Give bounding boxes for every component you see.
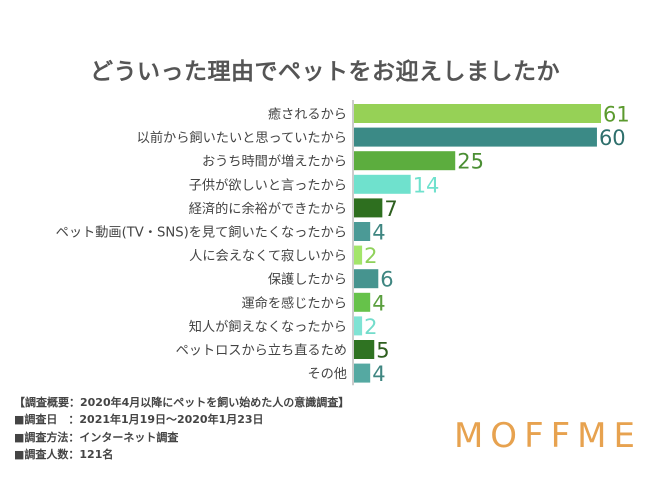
category-label: おうち時間が増えたから bbox=[202, 154, 347, 170]
value-label: 4 bbox=[372, 362, 385, 386]
value-label: 2 bbox=[364, 315, 377, 339]
survey-count: ■調査人数：121名 bbox=[14, 448, 114, 462]
category-label: 癒されるから bbox=[268, 107, 347, 123]
bar bbox=[354, 340, 375, 359]
category-label: 知人が飼えなくなったから bbox=[189, 318, 347, 335]
bar bbox=[354, 174, 411, 194]
category-label: 子供が欲しいと言ったから bbox=[189, 177, 347, 193]
bar bbox=[354, 198, 383, 218]
category-label: ペットロスから立ち直るため bbox=[176, 343, 347, 359]
value-label: 14 bbox=[413, 173, 440, 197]
bar bbox=[354, 151, 456, 171]
chart-title: どういった理由でペットをお迎えしましたか bbox=[90, 59, 560, 85]
bar bbox=[354, 104, 601, 123]
category-label: 以前から飼いたいと思っていたから bbox=[137, 129, 347, 146]
brand-logo: MOFFME bbox=[453, 416, 642, 456]
survey-info: 【調査概要：2020年4月以降にペットを飼い始めた人の意識調査】 ■調査日 ：2… bbox=[14, 394, 349, 464]
value-label: 25 bbox=[457, 150, 484, 174]
category-label: 保護したから bbox=[268, 272, 347, 288]
category-label: ペット動画(TV・SNS)を見て飼いたくなったから bbox=[56, 225, 347, 241]
category-label: 運命を感じたから bbox=[242, 294, 348, 311]
value-label: 6 bbox=[380, 268, 393, 292]
value-label: 2 bbox=[364, 244, 377, 268]
bar bbox=[354, 292, 371, 312]
value-label: 7 bbox=[384, 197, 397, 221]
category-label: その他 bbox=[307, 366, 347, 382]
value-label: 60 bbox=[599, 126, 626, 150]
category-label: 人に会えなくて寂しいから bbox=[189, 248, 347, 264]
value-label: 4 bbox=[372, 291, 385, 315]
survey-date: ■調査日 ：2021年1月19日〜2020年1月23日 bbox=[14, 413, 264, 427]
value-label: 61 bbox=[603, 103, 630, 127]
value-label: 5 bbox=[376, 339, 389, 363]
survey-summary: 【調査概要：2020年4月以降にペットを飼い始めた人の意識調査】 bbox=[14, 396, 350, 409]
bar bbox=[354, 269, 379, 289]
bar bbox=[354, 127, 597, 147]
bar bbox=[354, 316, 363, 336]
bar bbox=[354, 222, 371, 241]
bar bbox=[354, 245, 363, 265]
value-label: 4 bbox=[372, 221, 385, 245]
survey-method: ■調査方法：インターネット調査 bbox=[14, 430, 179, 444]
category-label: 経済的に余裕ができたから bbox=[189, 200, 347, 217]
bar bbox=[354, 363, 371, 383]
